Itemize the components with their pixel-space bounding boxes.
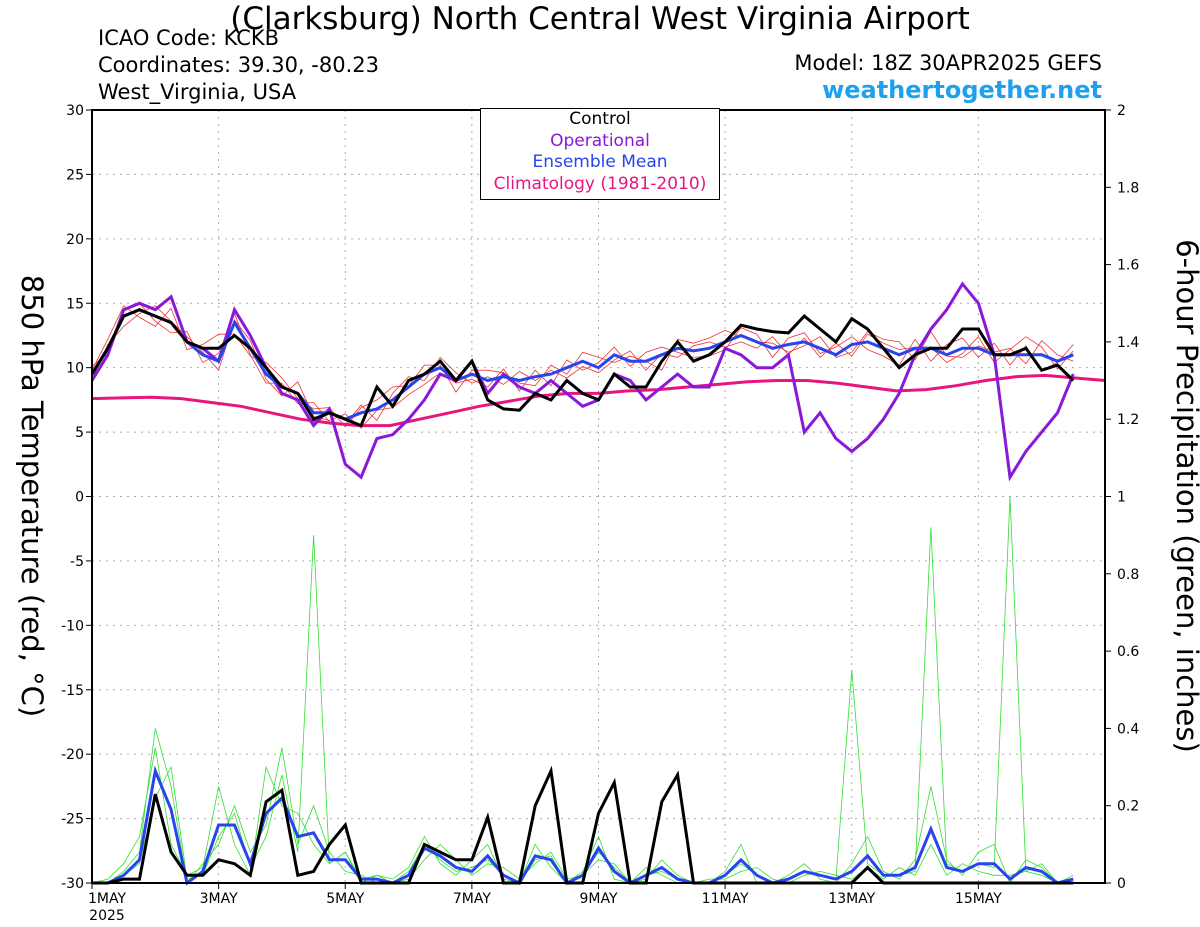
x-tick-label: 1MAY [88,891,126,907]
x-axis-ticks: 1MAY 3MAY 5MAY 7MAY 9MAY 11MAY 13MAY 15MAY [88,883,1002,907]
left-tick-label: 25 [66,167,84,183]
legend-control: Control [569,109,631,129]
left-axis-label: 850 hPa Temperature (red, °C) [15,275,49,717]
brand-link[interactable]: weathertogether.net [822,76,1102,104]
climatology-line [91,373,1106,428]
left-axis-ticks: 30 25 20 15 10 5 0 -5 -10 -15 -20 -25 -30 [61,103,92,892]
left-tick-label: -10 [61,618,84,634]
x-tick-label: 13MAY [828,891,875,907]
x-tick-label: 11MAY [702,891,749,907]
grid-lines [91,110,1105,883]
left-tick-label: -20 [61,747,84,763]
icao-code: ICAO Code: KCKB [98,26,280,50]
right-tick-label: 0.2 [1117,799,1139,815]
left-tick-label: 20 [66,232,84,248]
control-line [90,308,1075,428]
right-tick-label: 0.8 [1117,567,1139,583]
right-tick-label: 0.4 [1117,721,1139,737]
x-tick-label: 7MAY [453,891,491,907]
right-tick-label: 1.8 [1117,180,1139,196]
member-precip-line [92,728,1074,884]
left-tick-label: -25 [61,812,84,828]
left-tick-label: -5 [70,554,84,570]
control-precip-line [92,765,1074,885]
right-axis-label: 6-hour Precipitation (green, inches) [1170,239,1200,753]
member-temp-line [91,302,1074,425]
main-series [90,281,1106,886]
right-tick-label: 1 [1117,490,1126,506]
left-tick-label: -30 [61,876,84,892]
coordinates: Coordinates: 39.30, -80.23 [98,53,379,77]
left-tick-label: 30 [66,103,84,119]
left-tick-label: -15 [61,683,84,699]
left-tick-label: 0 [75,490,84,506]
page-title: (Clarksburg) North Central West Virginia… [230,1,970,37]
legend-climatology: Climatology (1981-2010) [493,173,707,194]
operational-line [90,281,1075,482]
right-tick-label: 0.6 [1117,644,1139,660]
right-tick-label: 2 [1117,103,1126,119]
member-precip-line [91,747,1074,884]
region: West_Virginia, USA [98,80,297,104]
x-tick-label: 15MAY [955,891,1002,907]
right-tick-label: 1.4 [1117,335,1139,351]
right-tick-label: 1.6 [1117,258,1139,274]
right-tick-label: 0 [1117,876,1126,892]
right-tick-label: 1.2 [1117,412,1139,428]
left-tick-label: 15 [66,296,84,312]
legend-ensemble-mean: Ensemble Mean [532,152,668,172]
member-temp-line [91,305,1074,429]
model-run: Model: 18Z 30APR2025 GEFS [794,51,1102,75]
right-axis-ticks: 2 1.8 1.6 1.4 1.2 1 0.8 0.6 0.4 0.2 0 [1105,103,1139,892]
x-tick-label: 5MAY [326,891,364,907]
left-tick-label: 10 [66,361,84,377]
left-tick-label: 5 [75,425,84,441]
x-axis-year: 2025 [89,908,125,924]
legend: Control Operational Ensemble Mean Climat… [480,108,720,200]
legend-operational: Operational [550,130,650,151]
x-tick-label: 3MAY [200,891,238,907]
x-tick-label: 9MAY [579,891,617,907]
